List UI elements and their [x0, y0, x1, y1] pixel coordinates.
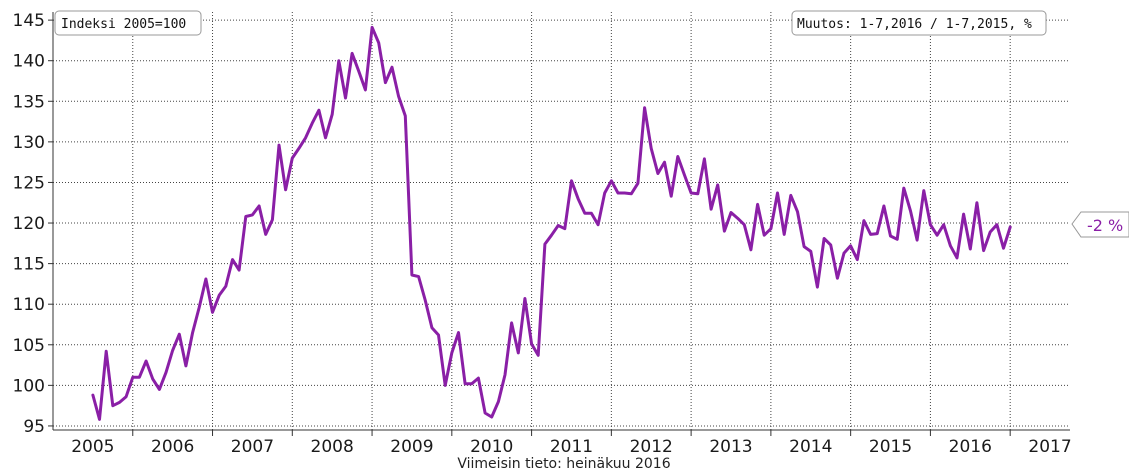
change-label: Muutos: 1-7,2016 / 1-7,2015, %: [797, 17, 1032, 32]
y-tick-label: 145: [13, 11, 45, 31]
y-tick-label: 120: [13, 214, 45, 234]
x-tick-label: 2013: [709, 437, 752, 457]
change-value-callout: -2 %: [1071, 211, 1129, 238]
x-tick-label: 2014: [789, 437, 832, 457]
x-tick-label: 2006: [151, 437, 194, 457]
y-tick-label: 125: [13, 173, 45, 193]
y-tick-label: 105: [13, 336, 45, 356]
x-tick-label: 2005: [71, 437, 114, 457]
y-tick-label: 100: [13, 376, 45, 396]
x-tick-labels: 2005 2006 2007 2008 2009 2010 2011 2012 2013 2014…: [71, 437, 1071, 457]
x-tick-label: 2008: [311, 437, 354, 457]
y-tick-label: 140: [13, 52, 45, 72]
y-tick-label: 95: [23, 417, 45, 437]
change-label-box: Muutos: 1-7,2016 / 1-7,2015, %: [791, 10, 1047, 36]
x-tick-label: 2007: [231, 437, 274, 457]
x-tick-label: 2016: [949, 437, 992, 457]
y-tick-label: 130: [13, 133, 45, 153]
y-tick-label: 115: [13, 255, 45, 275]
y-tick-label: 110: [13, 295, 45, 315]
grid-lines: [48, 12, 1070, 436]
x-tick-label: 2010: [470, 437, 513, 457]
y-tick-labels: 95 100 105 110 115 120 125 130 135 140 145: [13, 11, 45, 437]
y-tick-label: 135: [13, 92, 45, 112]
x-tick-label: 2015: [869, 437, 912, 457]
x-tick-label: 2012: [630, 437, 673, 457]
change-value: -2 %: [1087, 216, 1123, 235]
x-tick-label: 2011: [550, 437, 593, 457]
axes: [52, 12, 1070, 431]
x-tick-label: 2009: [390, 437, 433, 457]
index-label: Indeksi 2005=100: [61, 17, 186, 32]
x-axis-caption: Viimeisin tieto: heinäkuu 2016: [457, 456, 670, 470]
series-line: [91, 25, 1012, 421]
index-label-box: Indeksi 2005=100: [54, 10, 202, 36]
x-tick-label: 2017: [1028, 437, 1071, 457]
